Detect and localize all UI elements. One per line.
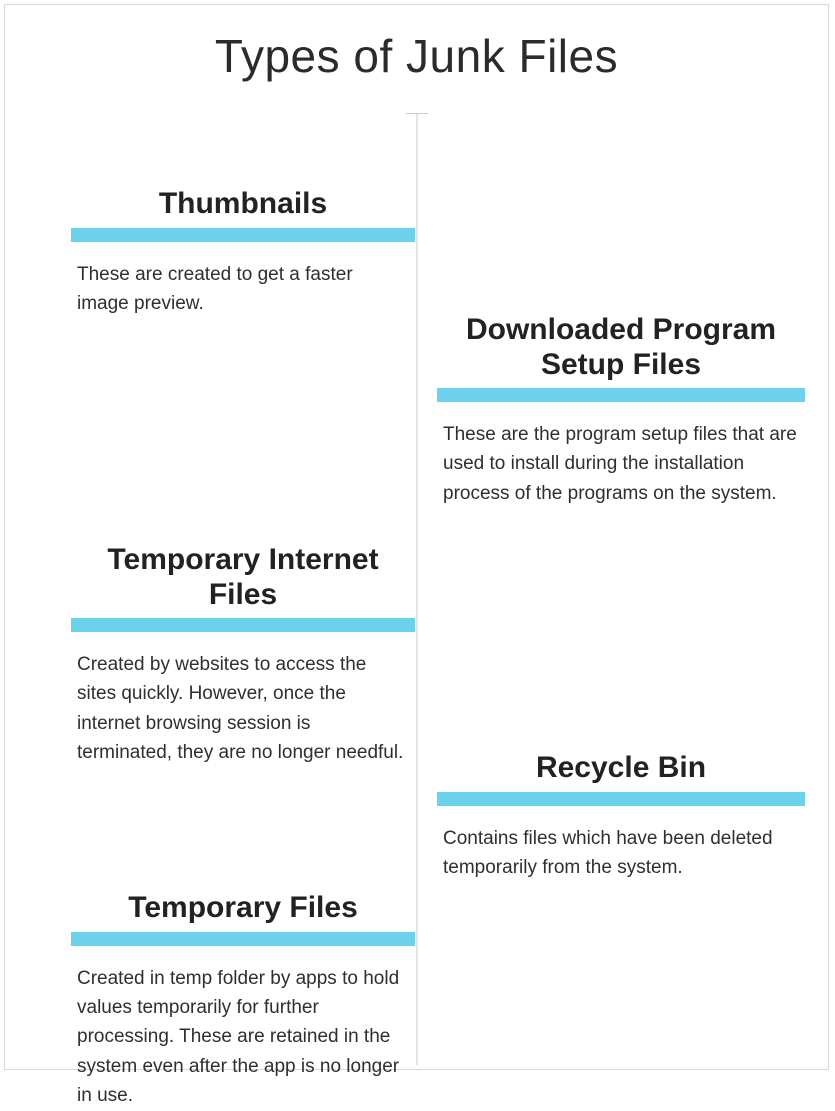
timeline-line [416, 113, 417, 1065]
item-underline [71, 228, 415, 242]
item-underline [437, 792, 805, 806]
item-heading: Thumbnails [71, 187, 415, 222]
item-heading: Downloaded Program Setup Files [437, 313, 805, 382]
item-heading: Temporary Internet Files [71, 543, 415, 612]
timeline-item: Downloaded Program Setup Files These are … [437, 313, 805, 508]
item-heading: Recycle Bin [437, 751, 805, 786]
item-underline [71, 618, 415, 632]
item-underline [437, 388, 805, 402]
item-body: Contains files which have been deleted t… [437, 824, 805, 883]
item-body: These are the program setup files that a… [437, 420, 805, 508]
timeline-item: Temporary Internet Files Created by websi… [71, 543, 415, 768]
timeline-item: Thumbnails These are created to get a fas… [71, 187, 415, 318]
page-title: Types of Junk Files [5, 29, 828, 83]
item-body: Created in temp folder by apps to hold v… [71, 964, 415, 1111]
item-heading: Temporary Files [71, 891, 415, 926]
infographic-frame: Types of Junk Files Thumbnails These are … [4, 4, 829, 1070]
item-body: These are created to get a faster image … [71, 260, 415, 319]
item-underline [71, 932, 415, 946]
item-body: Created by websites to access the sites … [71, 650, 415, 768]
timeline-item: Temporary Files Created in temp folder by… [71, 891, 415, 1111]
timeline-item: Recycle Bin Contains files which have bee… [437, 751, 805, 882]
